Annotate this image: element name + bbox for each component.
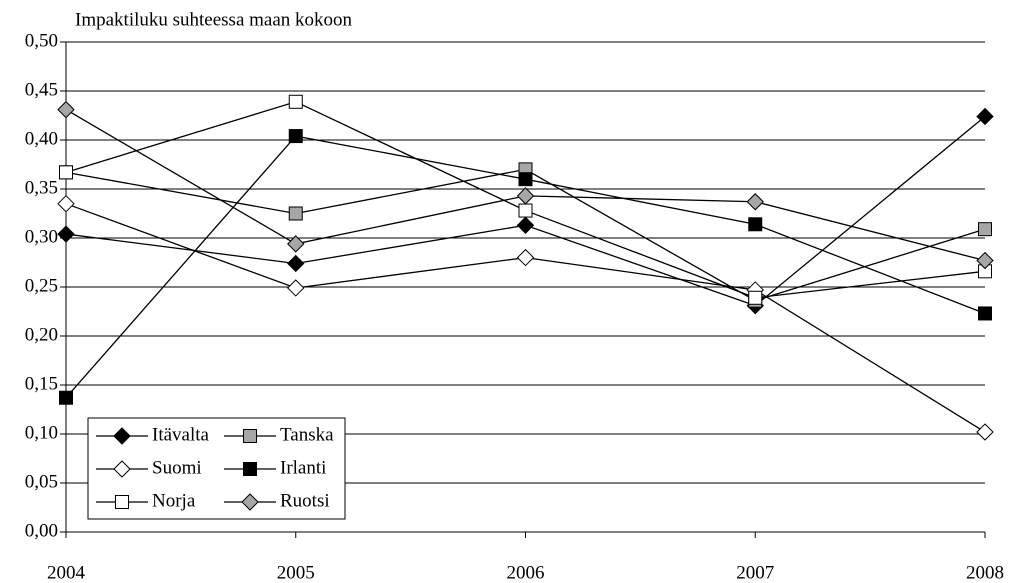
legend-label: Norja xyxy=(152,490,196,511)
y-tick-label: 0,25 xyxy=(25,275,58,296)
marker xyxy=(57,194,75,213)
marker xyxy=(978,222,992,237)
x-tick-label: 2006 xyxy=(507,562,545,583)
y-tick-label: 0,40 xyxy=(25,128,58,149)
y-tick-label: 0,05 xyxy=(25,471,58,492)
x-tick-label: 2007 xyxy=(736,562,774,583)
legend-label: Irlanti xyxy=(280,457,326,478)
y-tick-label: 0,10 xyxy=(25,422,58,443)
marker xyxy=(287,254,305,273)
y-tick-label: 0,30 xyxy=(25,226,58,247)
marker xyxy=(746,193,764,211)
y-tick-label: 0,45 xyxy=(25,79,58,100)
legend-label: Ruotsi xyxy=(280,490,330,511)
x-tick-label: 2005 xyxy=(277,562,315,583)
marker xyxy=(243,462,257,476)
marker xyxy=(516,216,535,234)
marker xyxy=(516,187,535,205)
marker xyxy=(518,172,533,187)
marker xyxy=(287,279,305,297)
marker xyxy=(241,493,259,511)
legend-label: Suomi xyxy=(152,457,202,478)
marker xyxy=(516,248,535,267)
legend-label: Itävalta xyxy=(152,424,210,445)
y-tick-label: 0,00 xyxy=(25,520,58,541)
chart-title: Impaktiluku suhteessa maan kokoon xyxy=(75,9,353,30)
marker xyxy=(115,495,129,509)
marker xyxy=(113,460,131,478)
marker xyxy=(978,306,992,321)
marker xyxy=(518,203,533,218)
legend-label: Tanska xyxy=(280,424,334,445)
x-tick-label: 2004 xyxy=(47,562,86,583)
marker xyxy=(976,251,994,270)
marker xyxy=(59,165,73,180)
y-tick-label: 0,50 xyxy=(25,30,58,51)
marker xyxy=(287,235,305,253)
y-tick-label: 0,20 xyxy=(25,324,58,345)
marker xyxy=(748,290,763,305)
marker xyxy=(748,217,763,232)
marker xyxy=(113,427,131,445)
y-tick-label: 0,15 xyxy=(25,373,58,394)
marker xyxy=(976,107,994,126)
marker xyxy=(288,129,303,144)
x-tick-label: 2008 xyxy=(966,562,1004,583)
marker xyxy=(976,423,994,441)
marker xyxy=(57,225,75,243)
marker xyxy=(59,390,73,405)
y-tick-label: 0,35 xyxy=(25,177,58,198)
marker xyxy=(288,94,303,109)
marker xyxy=(57,100,75,119)
marker xyxy=(288,206,303,221)
marker xyxy=(243,429,257,443)
